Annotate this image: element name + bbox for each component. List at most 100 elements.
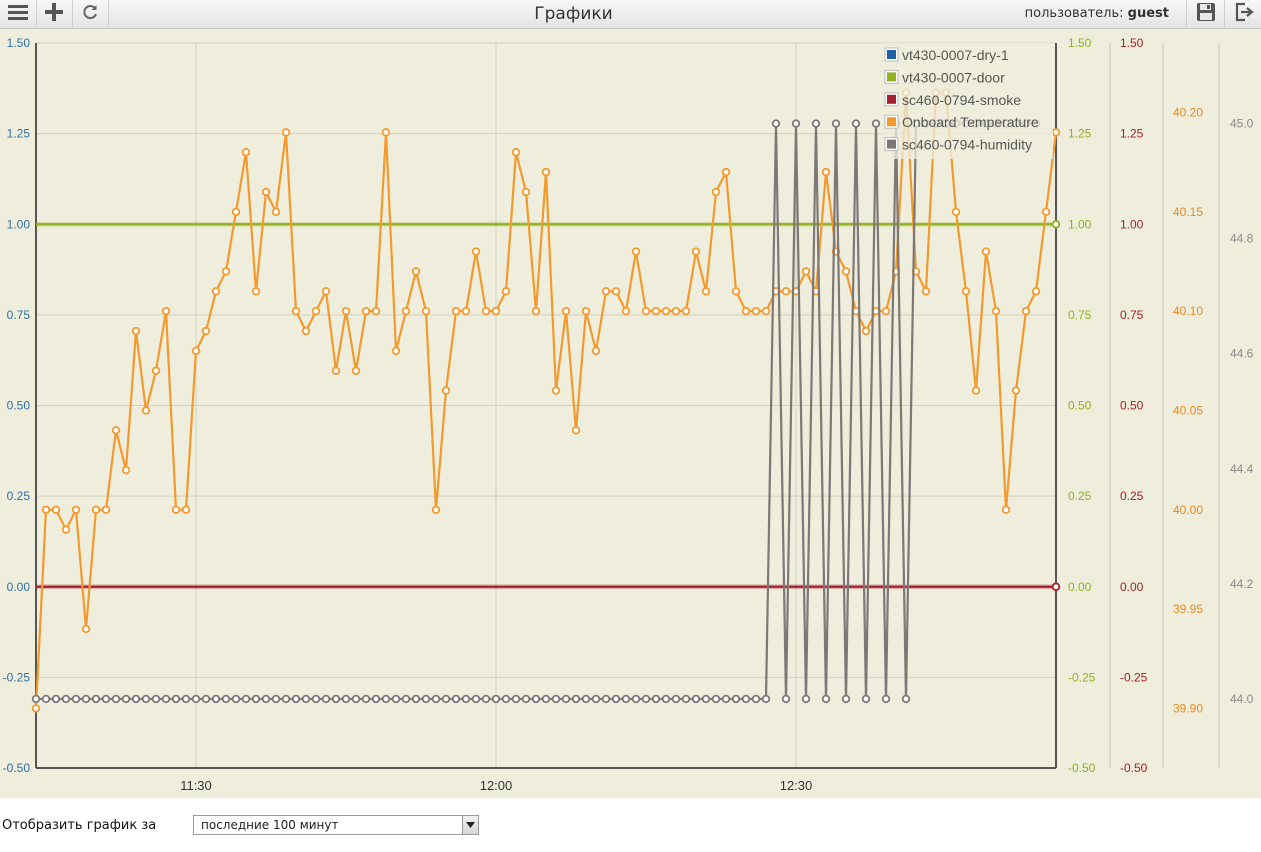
data-point[interactable]: [261, 187, 271, 197]
data-point[interactable]: [51, 505, 61, 514]
data-point[interactable]: [811, 119, 821, 128]
data-point[interactable]: [371, 694, 381, 704]
data-point[interactable]: [471, 694, 481, 704]
data-point[interactable]: [291, 694, 301, 704]
data-point[interactable]: [81, 624, 91, 634]
data-point[interactable]: [301, 694, 311, 704]
data-point[interactable]: [651, 306, 661, 316]
data-point[interactable]: [541, 167, 551, 177]
data-point[interactable]: [371, 306, 381, 316]
data-point[interactable]: [421, 694, 431, 704]
data-point[interactable]: [81, 694, 91, 704]
data-point[interactable]: [231, 694, 241, 704]
data-point[interactable]: [271, 694, 281, 704]
data-point[interactable]: [141, 406, 151, 415]
data-point[interactable]: [581, 306, 591, 316]
data-point[interactable]: [411, 694, 421, 704]
data-point[interactable]: [571, 426, 581, 435]
data-point[interactable]: [181, 505, 191, 514]
data-point[interactable]: [1051, 128, 1061, 137]
data-point[interactable]: [51, 694, 61, 704]
data-point[interactable]: [881, 306, 891, 316]
data-point[interactable]: [231, 207, 241, 217]
data-point[interactable]: [291, 306, 301, 316]
data-point[interactable]: [191, 694, 201, 704]
data-point[interactable]: [91, 694, 101, 704]
data-point[interactable]: [41, 694, 51, 704]
data-point[interactable]: [611, 287, 621, 296]
data-point[interactable]: [331, 366, 341, 375]
data-point[interactable]: [411, 267, 421, 276]
data-point[interactable]: [301, 326, 311, 336]
data-point[interactable]: [161, 694, 171, 704]
data-point[interactable]: [181, 694, 191, 704]
data-point[interactable]: [511, 694, 521, 704]
data-point[interactable]: [391, 346, 401, 356]
data-point[interactable]: [731, 694, 741, 704]
data-point[interactable]: [521, 694, 531, 704]
data-point[interactable]: [111, 694, 121, 704]
data-point[interactable]: [31, 694, 41, 704]
data-point[interactable]: [421, 306, 431, 316]
data-point[interactable]: [681, 694, 691, 704]
data-point[interactable]: [251, 287, 261, 296]
data-point[interactable]: [61, 694, 71, 704]
data-point[interactable]: [861, 694, 871, 704]
data-point[interactable]: [441, 386, 451, 395]
data-point[interactable]: [961, 287, 971, 296]
data-point[interactable]: [281, 694, 291, 704]
data-point[interactable]: [691, 247, 701, 256]
data-point[interactable]: [761, 694, 771, 704]
data-point[interactable]: [281, 128, 291, 137]
data-point[interactable]: [441, 694, 451, 704]
data-point[interactable]: [361, 306, 371, 316]
data-point[interactable]: [391, 694, 401, 704]
data-point[interactable]: [71, 694, 81, 704]
data-point[interactable]: [91, 505, 101, 514]
data-point[interactable]: [381, 694, 391, 704]
data-point[interactable]: [601, 287, 611, 296]
data-point[interactable]: [311, 306, 321, 316]
data-point[interactable]: [551, 694, 561, 704]
data-point[interactable]: [211, 694, 221, 704]
data-point[interactable]: [871, 119, 881, 128]
data-point[interactable]: [221, 267, 231, 276]
data-point[interactable]: [571, 694, 581, 704]
data-point[interactable]: [741, 694, 751, 704]
data-point[interactable]: [151, 694, 161, 704]
data-point[interactable]: [881, 694, 891, 704]
data-point[interactable]: [501, 287, 511, 296]
data-point[interactable]: [121, 465, 131, 475]
data-point[interactable]: [721, 694, 731, 704]
data-point[interactable]: [991, 306, 1001, 316]
data-point[interactable]: [781, 694, 791, 704]
data-point[interactable]: [141, 694, 151, 704]
data-point[interactable]: [351, 694, 361, 704]
logout-button[interactable]: [1224, 0, 1261, 28]
data-point[interactable]: [151, 366, 161, 375]
data-point[interactable]: [981, 247, 991, 256]
data-point[interactable]: [551, 386, 561, 395]
data-point[interactable]: [1041, 207, 1051, 217]
data-point[interactable]: [711, 694, 721, 704]
data-point[interactable]: [491, 694, 501, 704]
data-point[interactable]: [781, 287, 791, 296]
add-chart-button[interactable]: [36, 0, 73, 28]
data-point[interactable]: [171, 694, 181, 704]
data-point[interactable]: [971, 386, 981, 395]
data-point[interactable]: [491, 306, 501, 316]
data-point[interactable]: [71, 505, 81, 514]
data-point[interactable]: [1001, 505, 1011, 514]
data-point[interactable]: [191, 346, 201, 356]
data-point[interactable]: [831, 119, 841, 128]
data-point[interactable]: [721, 167, 731, 177]
data-point[interactable]: [591, 346, 601, 356]
data-point[interactable]: [821, 694, 831, 704]
data-point[interactable]: [331, 694, 341, 704]
data-point[interactable]: [341, 306, 351, 316]
data-point[interactable]: [711, 187, 721, 197]
data-point[interactable]: [41, 505, 51, 514]
data-point[interactable]: [241, 148, 251, 157]
data-point[interactable]: [161, 306, 171, 316]
data-point[interactable]: [631, 247, 641, 256]
